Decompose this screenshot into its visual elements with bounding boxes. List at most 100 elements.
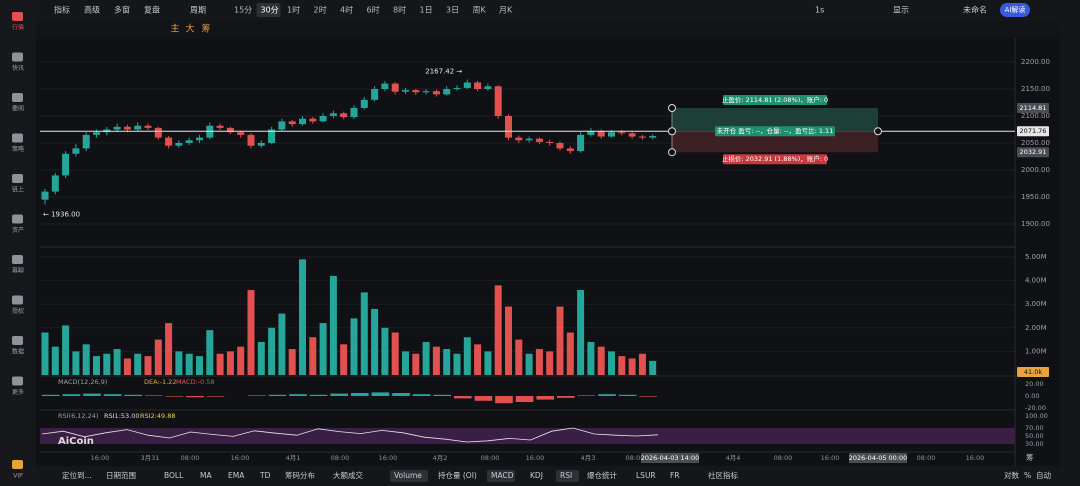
sidebar-label[interactable]: 行情 xyxy=(12,24,24,32)
volume-bar xyxy=(381,327,389,375)
sidebar-icon[interactable] xyxy=(12,174,23,183)
drag-handle[interactable] xyxy=(668,148,676,157)
bottom-item[interactable]: MACD xyxy=(491,471,514,480)
macd-bar xyxy=(62,394,81,396)
bottom-item[interactable]: MA xyxy=(200,471,212,480)
candle-body xyxy=(453,87,461,89)
toolbar-item[interactable]: 周期 xyxy=(190,6,206,15)
bottom-right[interactable]: 自动 xyxy=(1036,470,1052,480)
interval[interactable]: 30分 xyxy=(261,6,279,15)
volume-bar xyxy=(206,330,214,375)
volume-tick: 4.00M xyxy=(1025,277,1047,285)
interval[interactable]: 3日 xyxy=(446,6,459,15)
sidebar-label[interactable]: 授权 xyxy=(12,307,24,315)
sidebar-label[interactable]: 策略 xyxy=(12,145,24,153)
sidebar-icon[interactable] xyxy=(12,12,23,21)
drag-handle[interactable] xyxy=(874,127,882,136)
macd-bar xyxy=(495,396,513,404)
bottom-item[interactable]: 大额成交 xyxy=(333,470,363,480)
candle-body xyxy=(638,136,646,138)
drawing-tool[interactable]: 主 xyxy=(170,23,179,35)
interval[interactable]: 月K xyxy=(499,6,513,15)
bottom-item[interactable]: 社区指标 xyxy=(708,470,738,480)
volume-bar xyxy=(340,344,348,375)
sidebar-icon[interactable] xyxy=(12,133,23,143)
bottom-item[interactable]: LSUR xyxy=(636,471,656,480)
interval[interactable]: 4时 xyxy=(340,5,353,15)
candle-body xyxy=(185,140,193,143)
sidebar-icon[interactable] xyxy=(12,460,23,469)
bottom-right[interactable]: % xyxy=(1024,471,1031,480)
candle-body xyxy=(216,125,224,128)
bottom-item[interactable]: 爆仓统计 xyxy=(587,470,617,480)
bottom-right[interactable]: 对数 xyxy=(1004,470,1019,480)
sidebar-label[interactable]: VIP xyxy=(13,473,23,480)
sidebar-icon[interactable] xyxy=(12,214,23,224)
candle-body xyxy=(381,83,389,89)
interval[interactable]: 15分 xyxy=(234,6,252,15)
sidebar-label[interactable]: 资产 xyxy=(12,226,24,234)
bottom-item[interactable]: Volume xyxy=(394,471,422,480)
drag-handle[interactable] xyxy=(668,104,676,113)
bottom-item[interactable]: KDJ xyxy=(530,471,543,480)
bottom-item[interactable]: RSI xyxy=(560,471,572,480)
bottom-item[interactable]: 日期范围 xyxy=(106,470,136,480)
sidebar-icon[interactable] xyxy=(12,93,23,102)
interval[interactable]: 6时 xyxy=(367,5,380,15)
interval[interactable]: 2时 xyxy=(314,5,327,15)
candle-body xyxy=(515,137,523,141)
ai-button-label[interactable]: AI解读 xyxy=(1005,5,1026,14)
volume-bar xyxy=(525,353,533,375)
toolbar-item[interactable]: 多窗 xyxy=(114,5,130,15)
bottom-item[interactable]: EMA xyxy=(228,471,245,480)
toolbar-right[interactable]: 未命名 xyxy=(963,5,987,15)
bottom-item[interactable]: FR xyxy=(670,471,680,480)
volume-bar xyxy=(154,339,162,375)
candle-body xyxy=(93,132,100,135)
time-label: 08:00 xyxy=(774,454,793,462)
sidebar-icon[interactable] xyxy=(12,295,23,305)
bottom-item[interactable]: 持仓量 (OI) xyxy=(438,470,477,480)
sidebar-label[interactable]: 快讯 xyxy=(12,64,24,72)
stop-loss-label: 止损价: 2032.91 (1.88%)，账户: 0 xyxy=(722,154,828,163)
toolbar-item[interactable]: 高级 xyxy=(84,5,100,15)
drag-handle[interactable] xyxy=(668,127,676,136)
toolbar-item[interactable]: 指标 xyxy=(54,5,70,15)
sidebar-icon[interactable] xyxy=(12,255,23,264)
bottom-item[interactable]: BOLL xyxy=(164,471,184,480)
sidebar-icon[interactable] xyxy=(12,336,23,345)
sidebar-label[interactable]: 数据 xyxy=(12,348,24,356)
sidebar-label[interactable]: 要闻 xyxy=(12,105,24,113)
bottom-item[interactable]: TD xyxy=(259,471,271,480)
macd-bar xyxy=(598,394,616,396)
toolbar-right[interactable]: 显示 xyxy=(893,6,909,15)
sidebar-label[interactable]: 链上 xyxy=(12,186,24,194)
interval[interactable]: 1日 xyxy=(420,6,433,15)
sidebar-icon[interactable] xyxy=(12,52,23,62)
bottom-item[interactable]: 筹码分布 xyxy=(285,470,315,480)
time-label: 08:00 xyxy=(626,454,645,462)
macd-bar xyxy=(206,396,225,397)
drawing-tool[interactable]: 筹 xyxy=(201,23,210,35)
candle-body xyxy=(494,86,502,116)
interval[interactable]: 1时 xyxy=(287,5,300,15)
sidebar-label[interactable]: 募聊 xyxy=(12,267,24,275)
volume-bar xyxy=(329,275,337,375)
interval[interactable]: 8时 xyxy=(393,5,406,15)
candle-body xyxy=(51,175,59,192)
bottom-item[interactable]: 定位到... xyxy=(62,470,92,480)
toolbar-right[interactable]: 1s xyxy=(815,6,824,15)
bottom-right[interactable]: 筹 xyxy=(1026,452,1034,462)
price-tick: 2100.00 xyxy=(1021,112,1050,120)
sidebar-label[interactable]: 更多 xyxy=(12,388,24,396)
toolbar-item[interactable]: 复盘 xyxy=(144,5,160,15)
drawing-tool[interactable]: 大 xyxy=(185,23,194,35)
ai-button[interactable] xyxy=(1000,3,1030,17)
volume-bar xyxy=(649,360,657,375)
interval[interactable]: 周K xyxy=(473,6,487,15)
macd-bar xyxy=(639,396,657,397)
sidebar-icon[interactable] xyxy=(12,376,23,386)
macd-bar xyxy=(371,392,390,396)
volume-bar xyxy=(278,313,286,375)
